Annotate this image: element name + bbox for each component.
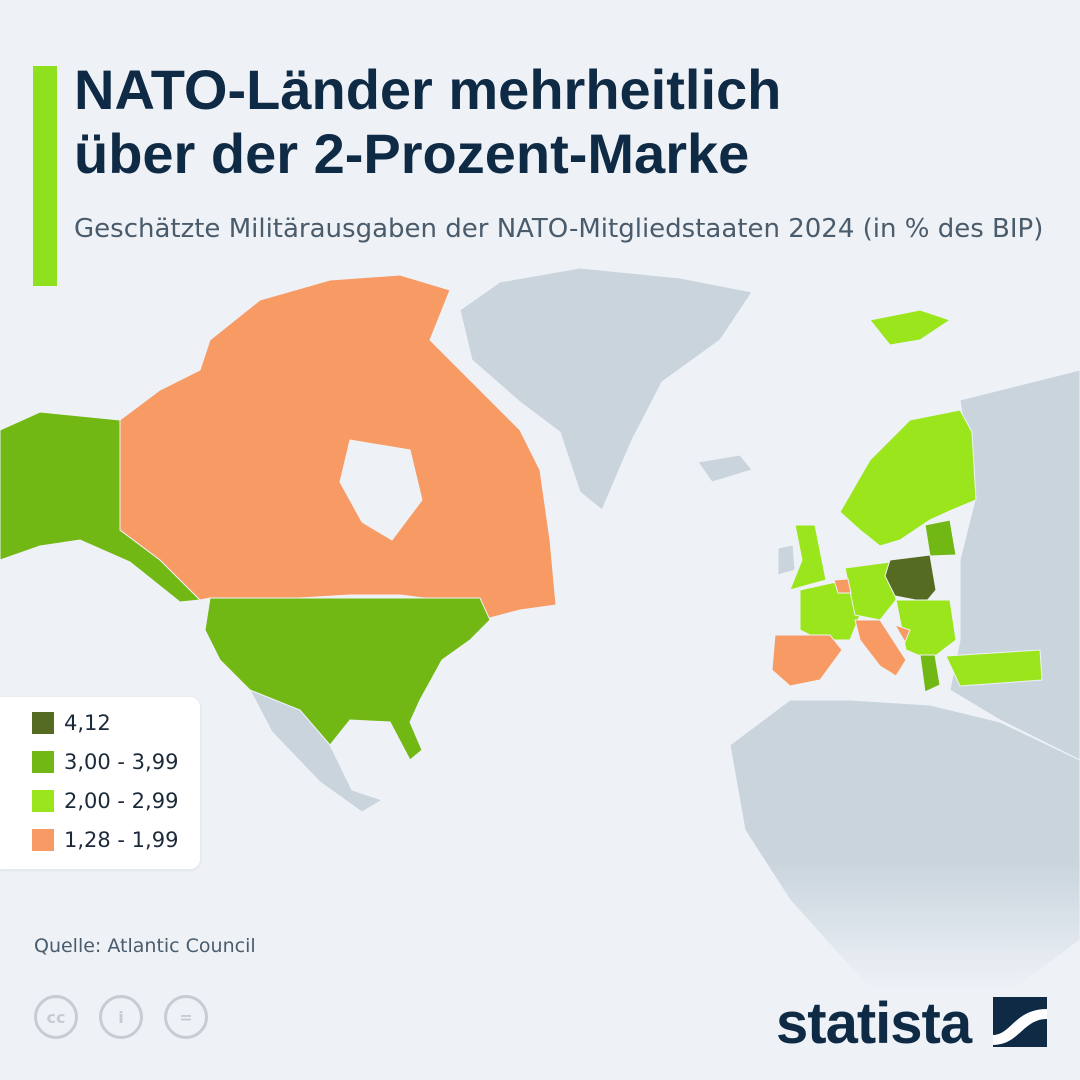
source: Quelle: Atlantic Council [34,935,256,957]
legend: 4,12 3,00 - 3,99 2,00 - 2,99 1,28 - 1,99 [0,697,200,869]
legend-label: 2,00 - 2,99 [64,789,179,813]
country-turkey [945,649,1043,687]
country-greece [919,654,941,693]
legend-swatch [32,790,54,812]
legend-item: 1,28 - 1,99 [32,828,178,852]
country-usa [204,597,491,761]
country-belgium [833,578,852,594]
legend-item: 4,12 [32,711,111,735]
country-greenland [459,267,753,511]
hudson-bay [339,439,423,541]
country-ireland [777,544,796,576]
legend-label: 1,28 - 1,99 [64,828,179,852]
country-germany [844,561,897,621]
country-alaska [0,411,202,603]
legend-swatch [32,712,54,734]
country-svalbard [869,309,952,346]
legend-item: 3,00 - 3,99 [32,750,178,774]
legend-item: 2,00 - 2,99 [32,789,178,813]
country-baltics [924,519,957,557]
page-title: NATO-Länder mehrheitlich über der 2-Proze… [74,58,782,185]
country-uk [789,524,827,591]
statista-logo[interactable]: statista [776,991,972,1056]
country-italy [854,619,907,677]
legend-label: 3,00 - 3,99 [64,750,179,774]
statista-logo-mark-icon [993,997,1047,1047]
cc-nd-icon[interactable]: = [164,995,208,1039]
subtitle: Geschätzte Militärausgaben der NATO-Mitg… [74,214,1044,244]
cc-by-icon[interactable]: i [99,995,143,1039]
map-fade [0,860,1080,1080]
legend-swatch [32,751,54,773]
country-spain [771,634,843,687]
country-iceland [697,454,753,483]
legend-label: 4,12 [64,711,111,735]
title-accent-bar [33,66,57,286]
country-nordics [839,409,977,547]
cc-icon[interactable]: cc [34,995,78,1039]
country-croatia [893,624,911,644]
legend-swatch [32,829,54,851]
